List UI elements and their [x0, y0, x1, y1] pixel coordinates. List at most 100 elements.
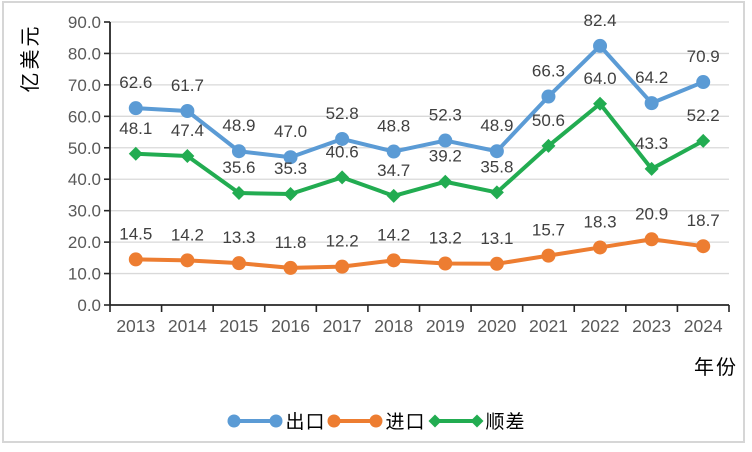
x-tick-label: 2014: [168, 316, 207, 336]
x-tick-label: 2020: [477, 316, 516, 336]
data-label-export: 52.3: [429, 106, 462, 125]
series-export-marker: [283, 150, 298, 165]
data-label-export: 61.7: [171, 76, 204, 95]
series-import-marker: [644, 232, 659, 247]
series-import-marker: [386, 253, 401, 268]
data-label-export: 64.2: [635, 68, 668, 87]
data-label-export: 52.8: [326, 104, 359, 123]
data-label-export: 62.6: [119, 73, 152, 92]
series-import-marker: [231, 256, 246, 271]
series-export-marker: [593, 38, 608, 53]
y-tick-label: 0.0: [77, 296, 101, 315]
x-tick-label: 2019: [426, 316, 465, 336]
data-label-surplus: 35.8: [480, 157, 513, 176]
data-label-import: 20.9: [635, 204, 668, 223]
x-tick-label: 2021: [529, 316, 568, 336]
series-line-surplus: [133, 101, 706, 198]
series-import-marker: [128, 252, 143, 267]
import-line-marker-icon: [327, 414, 383, 427]
series-export-marker: [489, 144, 504, 159]
data-label-surplus: 35.3: [274, 159, 307, 178]
series-surplus-marker: [593, 96, 608, 111]
legend-label-surplus: 顺差: [485, 412, 526, 433]
series-import-marker: [696, 239, 711, 254]
data-label-export: 66.3: [532, 62, 565, 81]
data-label-surplus: 35.6: [222, 158, 255, 177]
x-tick-label: 2015: [219, 316, 258, 336]
legend-label-import: 进口: [385, 412, 426, 433]
data-label-export: 82.4: [583, 11, 616, 30]
series-surplus-marker: [644, 161, 659, 176]
x-axis-title: 年份: [694, 357, 738, 379]
data-label-export: 47.0: [274, 122, 307, 141]
series-surplus-marker: [335, 170, 350, 185]
series-surplus-marker: [283, 187, 298, 202]
series-export-marker: [128, 101, 143, 116]
series-import-marker: [180, 253, 195, 268]
series-export-marker: [696, 75, 711, 90]
data-label-surplus: 43.3: [635, 134, 668, 153]
export-line-marker-icon: [227, 414, 283, 427]
series-import-marker: [489, 256, 504, 271]
data-label-surplus: 40.6: [326, 142, 359, 161]
data-label-export: 48.9: [480, 116, 513, 135]
y-tick-label: 90.0: [68, 13, 101, 32]
data-label-import: 13.1: [480, 229, 513, 248]
y-tick-label: 60.0: [68, 107, 101, 126]
series-line-export: [133, 43, 706, 160]
series-surplus-marker: [541, 138, 556, 153]
legend-item-surplus: 顺差: [427, 407, 526, 434]
chart-frame: [2, 1, 745, 443]
series-import-marker: [283, 260, 298, 275]
x-tick-label: 2022: [581, 316, 620, 336]
surplus-line-marker-icon: [428, 414, 483, 427]
data-label-import: 15.7: [532, 221, 565, 240]
x-tick-label: 2017: [323, 316, 362, 336]
series-import-marker: [593, 240, 608, 255]
series-surplus-marker: [180, 148, 195, 163]
series-export-marker: [335, 131, 350, 146]
data-label-surplus: 52.2: [687, 106, 720, 125]
series-export-marker: [386, 144, 401, 159]
y-tick-label: 10.0: [68, 265, 101, 284]
series-export-marker: [231, 144, 246, 159]
data-label-surplus: 50.6: [532, 111, 565, 130]
data-label-import: 14.2: [171, 225, 204, 244]
series-export-marker: [644, 96, 659, 111]
series-surplus-marker: [386, 188, 401, 203]
data-label-import: 12.2: [326, 232, 359, 251]
series-export-marker: [541, 89, 556, 104]
series-import-marker: [541, 248, 556, 263]
data-label-import: 18.7: [687, 211, 720, 230]
data-label-surplus: 39.2: [429, 147, 462, 166]
data-label-import: 18.3: [583, 212, 616, 231]
legend-label-export: 出口: [285, 412, 326, 433]
data-label-surplus: 47.4: [171, 121, 204, 140]
data-label-surplus: 48.1: [119, 119, 152, 138]
data-label-export: 48.9: [222, 116, 255, 135]
y-tick-label: 30.0: [68, 202, 101, 221]
data-label-surplus: 34.7: [377, 161, 410, 180]
series-surplus-marker: [489, 185, 504, 200]
series-export-marker: [438, 133, 453, 148]
legend-item-export: 出口: [226, 407, 325, 434]
y-axis-title: 亿美元: [20, 23, 42, 93]
data-label-export: 70.9: [687, 47, 720, 66]
y-tick-label: 80.0: [68, 44, 101, 63]
y-tick-label: 20.0: [68, 233, 101, 252]
x-tick-label: 2018: [374, 316, 413, 336]
data-label-import: 14.2: [377, 225, 410, 244]
series-export-marker: [180, 103, 195, 118]
series-import-marker: [438, 256, 453, 271]
y-tick-label: 50.0: [68, 139, 101, 158]
series-surplus-marker: [696, 133, 711, 148]
x-tick-label: 2016: [271, 316, 310, 336]
series-surplus-marker: [438, 174, 453, 189]
data-label-export: 48.8: [377, 117, 410, 136]
x-tick-label: 2013: [116, 316, 155, 336]
legend: 出口 进口 顺差: [0, 407, 752, 434]
series-line-import: [133, 237, 706, 270]
series-surplus-marker: [128, 146, 143, 161]
